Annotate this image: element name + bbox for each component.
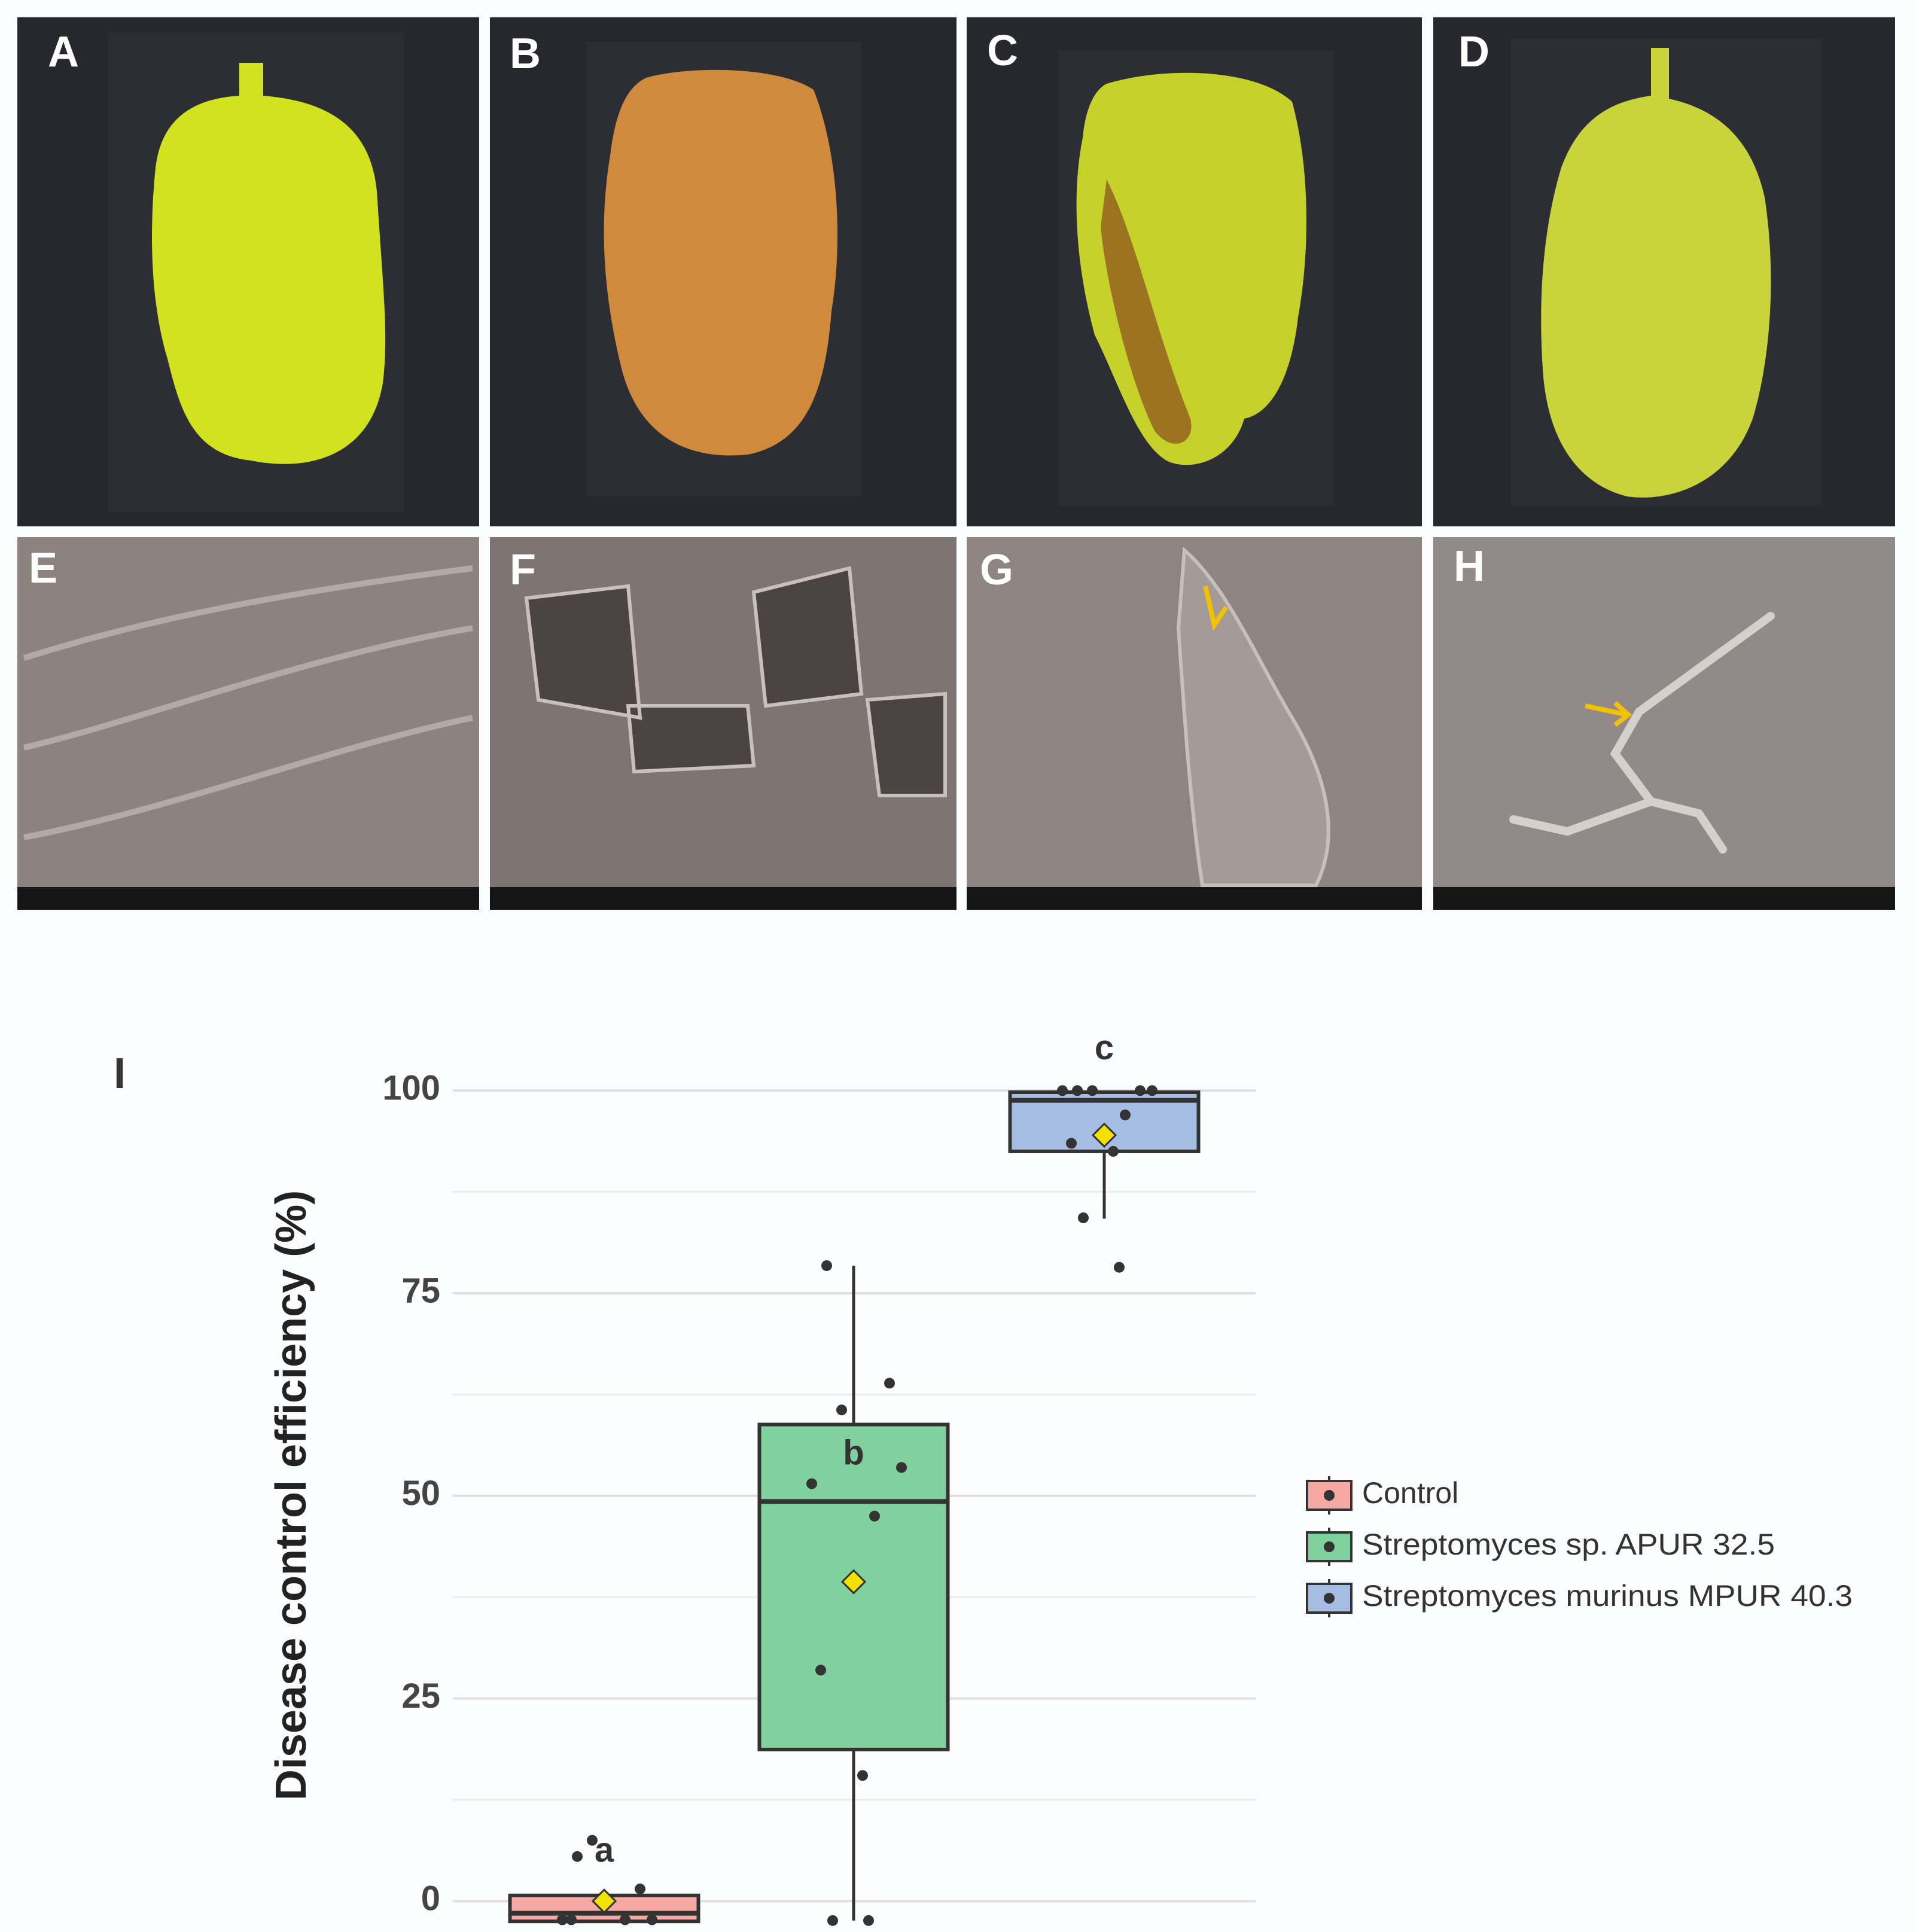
data-point [557,1914,568,1925]
data-point [635,1884,645,1895]
data-point [1120,1109,1131,1120]
data-point [1114,1261,1125,1273]
data-point [863,1915,874,1926]
data-point [1108,1145,1119,1157]
sem-row [17,537,1895,910]
panel-label: D [1458,28,1489,76]
y-tick-label: 50 [401,1474,440,1513]
significance-letter: a [595,1830,614,1869]
legend-label: Control [1362,1476,1458,1510]
data-point [821,1260,832,1271]
lesion [1101,179,1192,444]
sem-info-bar [1433,887,1895,910]
sem-panel [17,537,479,910]
pepper [152,63,386,464]
legend-dot [1324,1541,1335,1552]
legend-dot [1324,1593,1335,1604]
panel-label: A [48,28,79,76]
data-point [1072,1085,1083,1096]
data-point [857,1770,868,1781]
mean-marker [1091,1122,1117,1148]
data-point [1078,1212,1089,1224]
data-point [836,1404,847,1416]
data-point [1135,1085,1146,1096]
arrow [1203,586,1229,631]
sem-info-bar [967,887,1422,910]
data-point [815,1665,826,1676]
panel-label: G [980,546,1013,594]
mean-marker [591,1888,617,1914]
legend-label: Streptomyces murinus MPUR 40.3 [1362,1579,1853,1613]
legend-dot [1324,1490,1335,1501]
sem-info-bar [490,887,957,910]
legend-label: Streptomyces sp. APUR 32.5 [1362,1528,1775,1561]
sem-hyphae [1509,612,1775,854]
pepper [1541,48,1771,498]
y-tick-label: 25 [401,1677,440,1715]
pepper [604,69,837,456]
y-tick-label: 100 [382,1069,440,1108]
y-tick-label: 0 [421,1879,440,1918]
panel-label: B [510,30,541,78]
arrow [1585,701,1632,727]
significance-letter: b [843,1433,864,1472]
mean-marker [840,1569,867,1595]
data-point [587,1835,598,1846]
data-point [869,1510,880,1522]
data-point [620,1914,630,1925]
data-point [1066,1138,1077,1149]
data-point [572,1851,583,1862]
panel-label: E [29,544,57,592]
sem-cells [524,566,947,797]
significance-letter: c [1095,1028,1114,1067]
photo-row [17,17,1895,526]
panel-label: F [510,546,536,594]
panel-labels: A B C D E F G H I [29,27,1489,1098]
sem-texture [23,565,474,840]
panel-label: C [987,27,1018,75]
data-point [647,1914,657,1925]
data-point [827,1915,838,1926]
y-tick-label: 75 [401,1271,440,1310]
y-axis-title: Disease control efficiency (%) [267,1190,315,1800]
panel-label: I [114,1050,126,1098]
data-point [806,1478,817,1489]
data-point [1147,1085,1157,1096]
data-point [1087,1085,1098,1096]
data-point [896,1462,907,1473]
panel-label: H [1454,543,1485,590]
data-point [566,1914,577,1925]
sem-hyphae [1176,546,1330,887]
data-point [884,1378,895,1389]
sem-panel [1433,537,1895,910]
sem-info-bar [17,887,479,910]
data-point [1057,1085,1068,1096]
